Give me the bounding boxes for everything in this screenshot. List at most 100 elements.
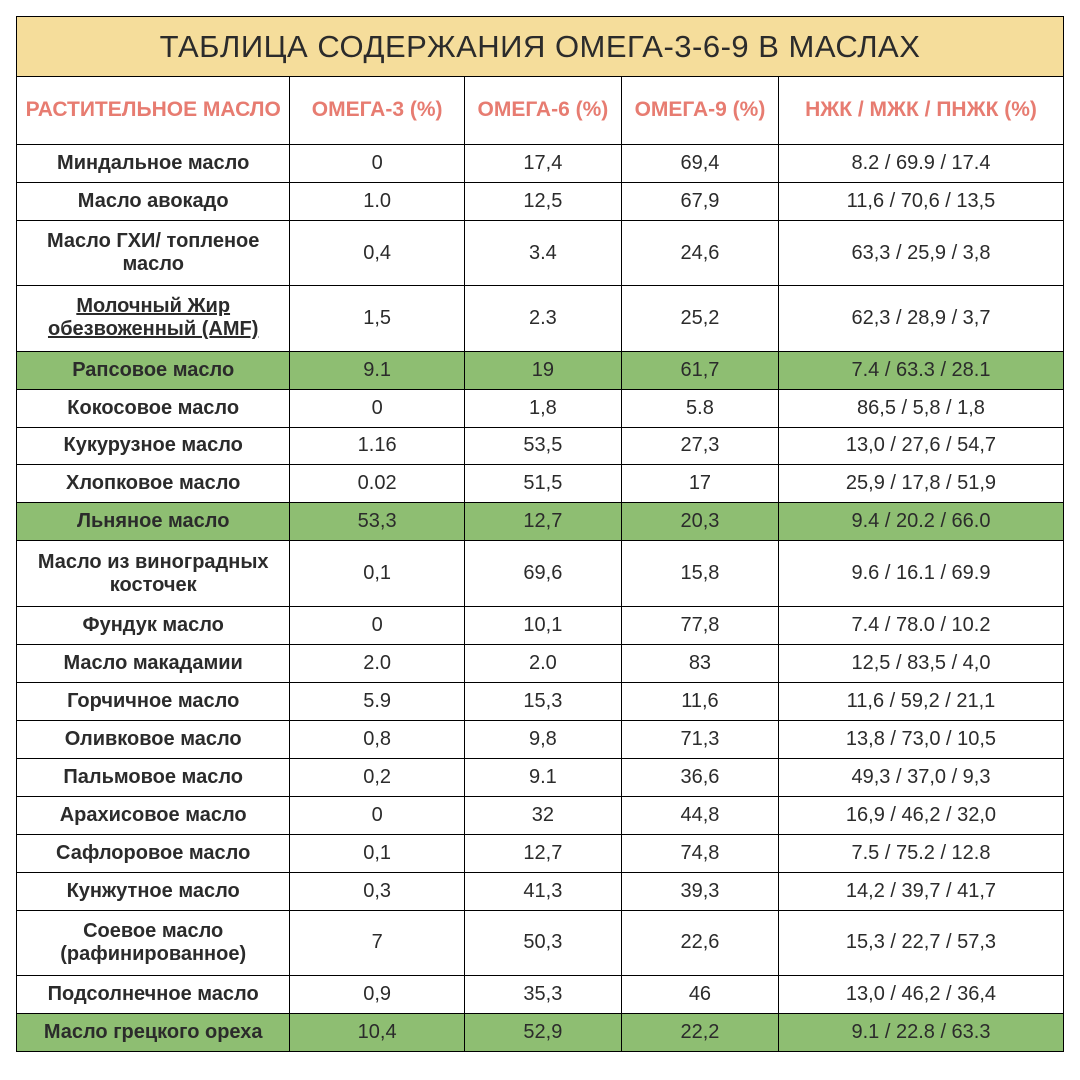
col-oil: РАСТИТЕЛЬНОЕ МАСЛО (17, 77, 290, 145)
omega6-value: 9,8 (464, 720, 621, 758)
omega6-value: 10,1 (464, 606, 621, 644)
table-row: Горчичное масло5.915,311,611,6 / 59,2 / … (17, 682, 1064, 720)
omega-table: ТАБЛИЦА СОДЕРЖАНИЯ ОМЕГА-3-6-9 В МАСЛАХ … (16, 16, 1064, 1052)
fats-value: 49,3 / 37,0 / 9,3 (778, 758, 1063, 796)
table-row: Молочный Жир обезвоженный (AMF)1,52.325,… (17, 286, 1064, 351)
fats-value: 8.2 / 69.9 / 17.4 (778, 145, 1063, 183)
omega9-value: 83 (621, 644, 778, 682)
omega6-value: 2.3 (464, 286, 621, 351)
table-row: Масло ГХИ/ топленое масло0,43.424,663,3 … (17, 220, 1064, 285)
omega3-value: 0 (290, 796, 465, 834)
omega3-value: 5.9 (290, 682, 465, 720)
omega3-value: 1.0 (290, 182, 465, 220)
table-row: Миндальное масло017,469,48.2 / 69.9 / 17… (17, 145, 1064, 183)
table-row: Фундук масло010,177,87.4 / 78.0 / 10.2 (17, 606, 1064, 644)
col-omega3: ОМЕГА-3 (%) (290, 77, 465, 145)
omega6-value: 2.0 (464, 644, 621, 682)
oil-name: Кокосовое масло (17, 389, 290, 427)
col-fats: НЖК / МЖК / ПНЖК (%) (778, 77, 1063, 145)
omega9-value: 11,6 (621, 682, 778, 720)
table-row: Кокосовое масло01,85.886,5 / 5,8 / 1,8 (17, 389, 1064, 427)
omega6-value: 50,3 (464, 910, 621, 975)
oil-name: Льняное масло (17, 503, 290, 541)
table-row: Масло из виноградных косточек0,169,615,8… (17, 541, 1064, 606)
omega9-value: 36,6 (621, 758, 778, 796)
omega6-value: 19 (464, 351, 621, 389)
table-row: Арахисовое масло03244,816,9 / 46,2 / 32,… (17, 796, 1064, 834)
omega3-value: 0 (290, 389, 465, 427)
omega9-value: 15,8 (621, 541, 778, 606)
oil-name: Подсолнечное масло (17, 975, 290, 1013)
omega9-value: 39,3 (621, 872, 778, 910)
omega6-value: 12,7 (464, 503, 621, 541)
fats-value: 7.5 / 75.2 / 12.8 (778, 834, 1063, 872)
fats-value: 63,3 / 25,9 / 3,8 (778, 220, 1063, 285)
fats-value: 14,2 / 39,7 / 41,7 (778, 872, 1063, 910)
table-row: Хлопковое масло0.0251,51725,9 / 17,8 / 5… (17, 465, 1064, 503)
omega3-value: 0.02 (290, 465, 465, 503)
oil-name: Сафлоровое масло (17, 834, 290, 872)
omega3-value: 0 (290, 606, 465, 644)
table-row: Сафлоровое масло0,112,774,87.5 / 75.2 / … (17, 834, 1064, 872)
omega9-value: 74,8 (621, 834, 778, 872)
header-row: РАСТИТЕЛЬНОЕ МАСЛО ОМЕГА-3 (%) ОМЕГА-6 (… (17, 77, 1064, 145)
omega9-value: 46 (621, 975, 778, 1013)
table-row: Масло макадамии2.02.08312,5 / 83,5 / 4,0 (17, 644, 1064, 682)
omega3-value: 9.1 (290, 351, 465, 389)
oil-name: Хлопковое масло (17, 465, 290, 503)
omega9-value: 77,8 (621, 606, 778, 644)
omega9-value: 5.8 (621, 389, 778, 427)
omega9-value: 25,2 (621, 286, 778, 351)
omega9-value: 20,3 (621, 503, 778, 541)
omega9-value: 24,6 (621, 220, 778, 285)
fats-value: 9.6 / 16.1 / 69.9 (778, 541, 1063, 606)
oil-name: Пальмовое масло (17, 758, 290, 796)
oil-name: Рапсовое масло (17, 351, 290, 389)
fats-value: 7.4 / 78.0 / 10.2 (778, 606, 1063, 644)
table-row: Рапсовое масло9.11961,77.4 / 63.3 / 28.1 (17, 351, 1064, 389)
omega9-value: 22,6 (621, 910, 778, 975)
omega9-value: 61,7 (621, 351, 778, 389)
oil-name: Масло авокадо (17, 182, 290, 220)
col-omega6: ОМЕГА-6 (%) (464, 77, 621, 145)
omega9-value: 22,2 (621, 1013, 778, 1051)
fats-value: 13,8 / 73,0 / 10,5 (778, 720, 1063, 758)
oil-name: Масло ГХИ/ топленое масло (17, 220, 290, 285)
omega6-value: 3.4 (464, 220, 621, 285)
omega9-value: 69,4 (621, 145, 778, 183)
omega3-value: 1.16 (290, 427, 465, 465)
fats-value: 12,5 / 83,5 / 4,0 (778, 644, 1063, 682)
omega3-value: 0,9 (290, 975, 465, 1013)
fats-value: 25,9 / 17,8 / 51,9 (778, 465, 1063, 503)
omega3-value: 0,4 (290, 220, 465, 285)
fats-value: 11,6 / 70,6 / 13,5 (778, 182, 1063, 220)
fats-value: 11,6 / 59,2 / 21,1 (778, 682, 1063, 720)
omega3-value: 0,8 (290, 720, 465, 758)
fats-value: 13,0 / 27,6 / 54,7 (778, 427, 1063, 465)
title-row: ТАБЛИЦА СОДЕРЖАНИЯ ОМЕГА-3-6-9 В МАСЛАХ (17, 17, 1064, 77)
omega6-value: 53,5 (464, 427, 621, 465)
omega6-value: 41,3 (464, 872, 621, 910)
table-row: Масло авокадо1.012,567,911,6 / 70,6 / 13… (17, 182, 1064, 220)
omega3-value: 10,4 (290, 1013, 465, 1051)
omega6-value: 17,4 (464, 145, 621, 183)
col-omega9: ОМЕГА-9 (%) (621, 77, 778, 145)
table-row: Пальмовое масло0,29.136,649,3 / 37,0 / 9… (17, 758, 1064, 796)
table-row: Соевое масло (рафинированное)750,322,615… (17, 910, 1064, 975)
fats-value: 15,3 / 22,7 / 57,3 (778, 910, 1063, 975)
oil-name: Молочный Жир обезвоженный (AMF) (17, 286, 290, 351)
table-row: Подсолнечное масло0,935,34613,0 / 46,2 /… (17, 975, 1064, 1013)
omega6-value: 69,6 (464, 541, 621, 606)
oil-name: Кукурузное масло (17, 427, 290, 465)
omega3-value: 2.0 (290, 644, 465, 682)
fats-value: 86,5 / 5,8 / 1,8 (778, 389, 1063, 427)
omega3-value: 7 (290, 910, 465, 975)
table-row: Кукурузное масло1.1653,527,313,0 / 27,6 … (17, 427, 1064, 465)
omega9-value: 44,8 (621, 796, 778, 834)
fats-value: 7.4 / 63.3 / 28.1 (778, 351, 1063, 389)
oil-name: Оливковое масло (17, 720, 290, 758)
table-title: ТАБЛИЦА СОДЕРЖАНИЯ ОМЕГА-3-6-9 В МАСЛАХ (17, 17, 1064, 77)
omega6-value: 32 (464, 796, 621, 834)
omega3-value: 53,3 (290, 503, 465, 541)
omega9-value: 17 (621, 465, 778, 503)
